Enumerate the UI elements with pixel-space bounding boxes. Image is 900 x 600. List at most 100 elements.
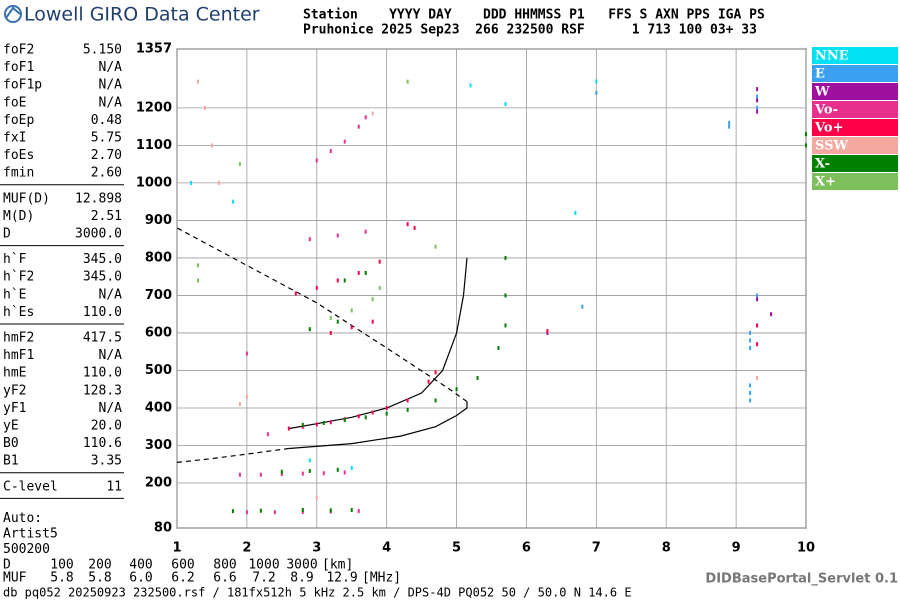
legend-label: X-: [815, 157, 830, 172]
echo-point: [756, 87, 759, 92]
table-cell: 200: [88, 558, 111, 573]
param-value: N/A: [99, 60, 123, 75]
x-tick-label: 6: [522, 541, 531, 556]
param-value: 20.0: [91, 419, 122, 434]
table-cell: 100: [50, 558, 73, 573]
echo-point: [301, 422, 304, 427]
footer: db pq052 20250923 232500.rsf / 181fx512h…: [3, 586, 632, 600]
echo-point: [504, 323, 507, 328]
echo-point: [350, 325, 353, 330]
echo-point: [756, 297, 759, 302]
param-value: 2.60: [91, 166, 122, 181]
echo-point: [238, 472, 241, 477]
y-tick-label: 500: [145, 363, 172, 378]
echo-point: [371, 111, 374, 116]
table-unit: [km]: [322, 558, 353, 573]
echo-point: [336, 278, 339, 283]
echo-point: [476, 375, 479, 380]
y-tick-label: 300: [145, 438, 172, 453]
echo-point: [756, 375, 759, 380]
legend-label: Vo+: [814, 121, 843, 136]
param-name: h`E: [3, 287, 26, 302]
legend-swatch: [812, 83, 898, 100]
echo-point: [357, 509, 360, 514]
table-cell: 1000: [248, 558, 279, 573]
echo-point: [315, 158, 318, 163]
param-value: 5.150: [83, 43, 122, 58]
echo-point: [406, 79, 409, 84]
legend-label: E: [815, 67, 825, 82]
param-value: 3000.0: [75, 227, 122, 242]
echo-point: [343, 278, 346, 283]
echo-point: [469, 83, 472, 88]
echo-point: [749, 398, 752, 403]
echo-point: [749, 330, 752, 335]
param-name: foE: [3, 95, 26, 110]
echo-point: [385, 411, 388, 416]
y-tick-label: 400: [145, 400, 172, 415]
echo-point: [581, 304, 584, 309]
echo-point: [315, 422, 318, 427]
echo-point: [259, 472, 262, 477]
x-tick-label: 4: [382, 541, 391, 556]
param-value: 2.70: [91, 148, 122, 163]
table-cell: 600: [171, 558, 194, 573]
echo-point: [595, 90, 598, 95]
param-name: MUF(D): [3, 191, 50, 206]
echo-point: [231, 509, 234, 514]
y-tick-label: 700: [145, 288, 172, 303]
table-cell: 5.8: [50, 571, 73, 586]
param-name: foEp: [3, 113, 34, 128]
table-row-label: D: [3, 558, 11, 573]
echo-point: [385, 405, 388, 410]
table-cell: 6.6: [213, 571, 236, 586]
echo-point: [364, 115, 367, 120]
echo-point: [546, 329, 549, 334]
header-line: Station YYYY DAY DDD HHMMSS P1 FFS S AXN…: [303, 8, 765, 23]
echo-point: [749, 390, 752, 395]
echo-point: [308, 468, 311, 473]
echo-point: [595, 79, 598, 84]
echo-point: [245, 510, 248, 515]
table-cell: 6.0: [129, 571, 152, 586]
legend-swatch: [812, 47, 898, 64]
echo-point: [357, 124, 360, 129]
y-tick-label: 1357: [136, 42, 172, 57]
param-value: 5.75: [91, 131, 122, 146]
legend-swatch: [812, 137, 898, 154]
table-cell: 8.9: [290, 571, 313, 586]
x-tick-label: 3: [312, 541, 321, 556]
echo-point: [210, 143, 213, 148]
auto-label: Auto:: [3, 511, 42, 526]
echo-point: [196, 278, 199, 283]
echo-point: [301, 471, 304, 476]
echo-point: [406, 407, 409, 412]
table-cell: 12.9: [326, 571, 357, 586]
echo-point: [378, 259, 381, 264]
echo-point: [245, 351, 248, 356]
echo-point: [371, 319, 374, 324]
echo-point: [329, 420, 332, 425]
echo-point: [336, 319, 339, 324]
table-cell: 6.2: [171, 571, 194, 586]
table-row-label: MUF: [3, 571, 27, 586]
legend-label: NNE: [815, 49, 849, 64]
echo-point: [805, 143, 807, 148]
profile-line: [288, 257, 468, 430]
echo-point: [371, 410, 374, 415]
table-cell: 3000: [286, 558, 317, 573]
echo-point: [504, 293, 507, 298]
profile-line: [176, 447, 289, 463]
echo-point: [245, 394, 248, 399]
table-unit: [MHz]: [362, 571, 401, 586]
echo-point: [756, 323, 759, 328]
servlet-label: DIDBasePortal_Servlet 0.1: [705, 572, 898, 587]
echo-point: [574, 210, 577, 215]
echo-point: [364, 229, 367, 234]
echo-point: [756, 109, 759, 114]
table-cell: 5.8: [88, 571, 111, 586]
param-value: 0.48: [91, 113, 122, 128]
legend-swatch: [812, 101, 898, 118]
param-value: 110.0: [83, 366, 122, 381]
echo-point: [273, 510, 276, 515]
